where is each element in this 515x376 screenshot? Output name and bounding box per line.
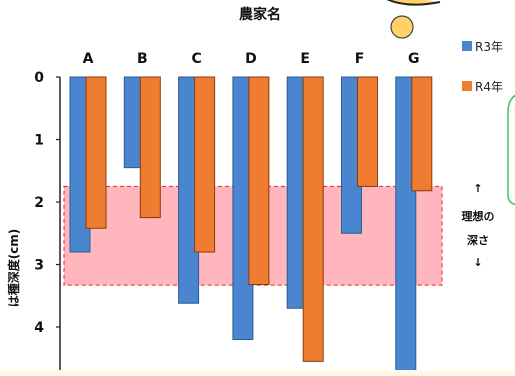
legend: R3年 R4年	[462, 40, 503, 94]
legend-label-r3: R3年	[475, 40, 503, 54]
ideal-depth-label-line1: 理想の	[462, 209, 495, 223]
x-category-label: E	[300, 51, 310, 67]
x-category-label: A	[83, 51, 94, 67]
ideal-depth-arrow-down: ↓	[473, 256, 482, 269]
x-categories: A B C D E F G	[83, 51, 420, 67]
y-tick-label: 2	[34, 195, 44, 211]
y-axis-label: は種深度(cm)	[6, 229, 21, 308]
y-tick-label: 0	[34, 70, 44, 86]
bottom-strip	[0, 370, 515, 376]
bar-r4-a	[85, 76, 107, 229]
y-tick-label: 1	[34, 133, 44, 149]
y-tick-label: 3	[34, 258, 44, 274]
ideal-depth-arrow-up: ↑	[473, 182, 482, 195]
bar-r4-b	[139, 76, 161, 219]
x-category-label: C	[191, 51, 201, 67]
yellow-circle-icon	[390, 15, 414, 39]
x-category-label: G	[408, 51, 420, 67]
bar-r4-d	[248, 76, 270, 285]
ideal-depth-label-line2: 深さ	[467, 233, 489, 247]
legend-label-r4: R4年	[475, 80, 503, 94]
bar-r4-e	[302, 76, 324, 362]
bar-group	[69, 76, 433, 372]
legend-swatch-r3	[462, 41, 472, 51]
bar-r4-f	[357, 76, 378, 187]
green-callout-edge	[507, 94, 515, 206]
x-category-label: B	[137, 51, 148, 67]
chart-title: 農家名	[239, 6, 281, 23]
y-tick-label: 4	[34, 320, 44, 336]
legend-swatch-r4	[462, 81, 472, 91]
speech-bubble-edge	[386, 0, 441, 6]
bar-r4-c	[194, 76, 216, 253]
x-category-label: D	[245, 51, 257, 67]
bar-r4-g	[411, 76, 433, 192]
x-category-label: F	[355, 51, 365, 67]
y-ticks: 0 1 2 3 4	[34, 70, 60, 336]
